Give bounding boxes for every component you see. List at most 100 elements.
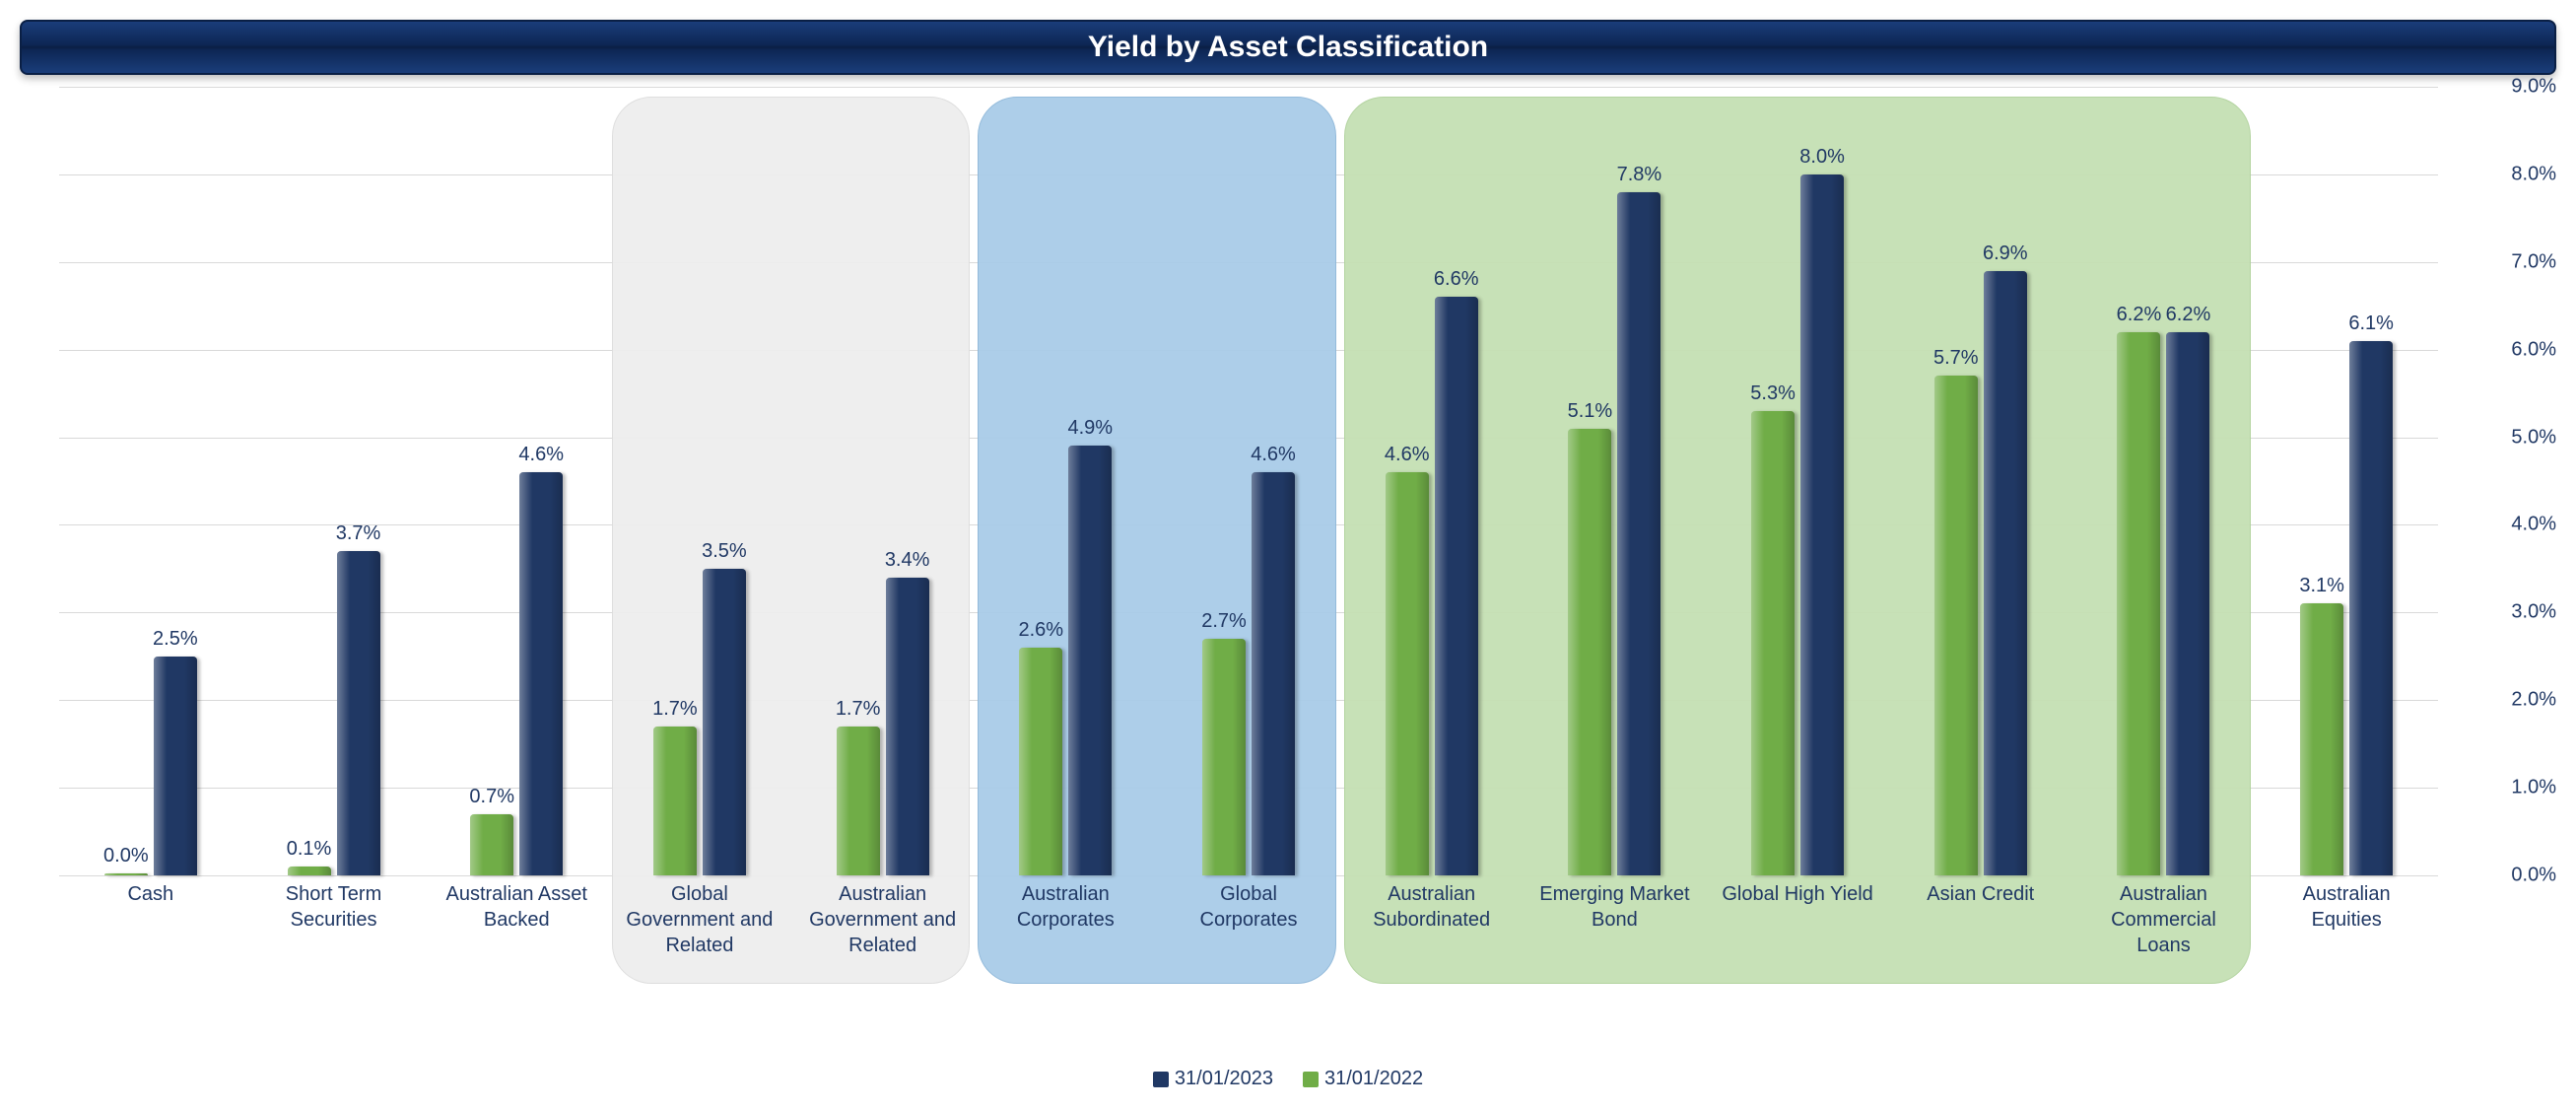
- bar-value-label: 4.6%: [1251, 444, 1296, 466]
- bar-value-label: 5.3%: [1750, 382, 1796, 405]
- bar-value-label: 5.1%: [1568, 400, 1613, 423]
- x-tick-label: AustralianEquities: [2255, 881, 2438, 933]
- bar-value-label: 1.7%: [652, 698, 698, 721]
- bar-group: 1.7%3.5%: [653, 569, 746, 875]
- bar-value-label: 0.7%: [469, 786, 514, 808]
- legend: 31/01/2023 31/01/2022: [20, 1068, 2556, 1090]
- bar-value-label: 6.2%: [2117, 304, 2162, 326]
- bar: 4.6%: [1386, 472, 1429, 875]
- bar-value-label: 3.5%: [702, 540, 747, 563]
- bar: 3.1%: [2300, 603, 2343, 875]
- bar: 7.8%: [1617, 192, 1661, 875]
- x-tick-label: Australian AssetBacked: [425, 881, 608, 933]
- bar: 0.7%: [470, 814, 513, 875]
- bar-value-label: 1.7%: [836, 698, 881, 721]
- bar: 4.6%: [519, 472, 563, 875]
- bar: 1.7%: [837, 727, 880, 875]
- legend-label: 31/01/2023: [1175, 1068, 1273, 1090]
- legend-swatch: [1153, 1072, 1169, 1087]
- x-tick-label: AustralianCorporates: [974, 881, 1157, 933]
- bar-value-label: 6.6%: [1434, 268, 1479, 291]
- bar-group: 3.1%6.1%: [2300, 341, 2393, 875]
- legend-item: 31/01/2022: [1303, 1068, 1423, 1090]
- y-tick-label: 5.0%: [2501, 426, 2556, 449]
- y-tick-label: 7.0%: [2501, 250, 2556, 273]
- bar-value-label: 4.9%: [1068, 417, 1114, 440]
- bar: 8.0%: [1800, 174, 1844, 875]
- y-tick-label: 0.0%: [2501, 865, 2556, 887]
- bar-value-label: 5.7%: [1933, 347, 1979, 370]
- legend-swatch: [1303, 1072, 1319, 1087]
- bar-group: 0.0%2.5%: [104, 657, 197, 875]
- bar-group: 0.1%3.7%: [288, 551, 380, 875]
- bar-group: 1.7%3.4%: [837, 578, 929, 875]
- bar-value-label: 4.6%: [1385, 444, 1430, 466]
- bar-value-label: 3.7%: [336, 522, 381, 545]
- chart-title-bar: Yield by Asset Classification: [20, 20, 2556, 75]
- x-tick-label: Asian Credit: [1889, 881, 2072, 907]
- y-axis: 0.0%1.0%2.0%3.0%4.0%5.0%6.0%7.0%8.0%9.0%: [2448, 87, 2556, 875]
- y-tick-label: 9.0%: [2501, 76, 2556, 99]
- bar: 3.4%: [886, 578, 929, 875]
- x-tick-label: Short TermSecurities: [242, 881, 426, 933]
- bar-group: 6.2%6.2%: [2117, 332, 2209, 875]
- y-tick-label: 1.0%: [2501, 777, 2556, 799]
- bar: 5.1%: [1568, 429, 1611, 875]
- bar-value-label: 2.5%: [153, 628, 198, 651]
- x-tick-label: AustralianSubordinated: [1340, 881, 1524, 933]
- plot-region: 0.0%2.5%Cash0.1%3.7%Short TermSecurities…: [20, 87, 2556, 994]
- bar-value-label: 2.7%: [1201, 610, 1247, 633]
- y-tick-label: 2.0%: [2501, 689, 2556, 712]
- x-tick-label: Global High Yield: [1706, 881, 1889, 907]
- bar-value-label: 8.0%: [1799, 146, 1845, 169]
- bar-group: 2.7%4.6%: [1202, 472, 1295, 875]
- bar: 6.9%: [1984, 271, 2027, 875]
- bar: 5.7%: [1934, 376, 1978, 875]
- bar: 6.6%: [1435, 297, 1478, 875]
- bar: 5.3%: [1751, 411, 1795, 875]
- chart-title: Yield by Asset Classification: [1088, 31, 1488, 64]
- bar: 2.5%: [154, 657, 197, 875]
- bar-value-label: 0.0%: [103, 845, 149, 867]
- yield-chart: Yield by Asset Classification 0.0%2.5%Ca…: [20, 20, 2556, 1090]
- plot-area: 0.0%2.5%Cash0.1%3.7%Short TermSecurities…: [59, 87, 2438, 875]
- bar: 6.1%: [2349, 341, 2393, 875]
- x-tick-label: GlobalCorporates: [1157, 881, 1340, 933]
- bar: 0.0%: [104, 873, 148, 875]
- y-tick-label: 8.0%: [2501, 163, 2556, 185]
- x-tick-label: GlobalGovernment andRelated: [608, 881, 791, 958]
- bar: 4.6%: [1252, 472, 1295, 875]
- bar: 4.9%: [1068, 446, 1112, 875]
- x-tick-label: Cash: [59, 881, 242, 907]
- x-tick-label: Emerging MarketBond: [1524, 881, 1707, 933]
- x-tick-label: AustralianGovernment andRelated: [791, 881, 975, 958]
- bar-value-label: 3.1%: [2299, 575, 2344, 597]
- bar-value-label: 6.1%: [2348, 312, 2394, 335]
- y-tick-label: 4.0%: [2501, 514, 2556, 536]
- y-tick-label: 3.0%: [2501, 601, 2556, 624]
- bar: 0.1%: [288, 867, 331, 875]
- gridline: [59, 87, 2438, 88]
- bar-group: 2.6%4.9%: [1019, 446, 1112, 875]
- bar-value-label: 7.8%: [1617, 164, 1662, 186]
- bar-group: 5.1%7.8%: [1568, 192, 1661, 875]
- bar-value-label: 6.9%: [1983, 243, 2028, 265]
- bar: 6.2%: [2166, 332, 2209, 875]
- bar-value-label: 0.1%: [287, 838, 332, 861]
- bar-group: 5.7%6.9%: [1934, 271, 2027, 875]
- x-tick-label: AustralianCommercialLoans: [2072, 881, 2256, 958]
- bar-value-label: 3.4%: [885, 549, 930, 572]
- bar-value-label: 2.6%: [1019, 619, 1064, 642]
- y-tick-label: 6.0%: [2501, 338, 2556, 361]
- bar-group: 0.7%4.6%: [470, 472, 563, 875]
- bar: 3.5%: [703, 569, 746, 875]
- legend-item: 31/01/2023: [1153, 1068, 1273, 1090]
- bar: 2.7%: [1202, 639, 1246, 875]
- bar: 6.2%: [2117, 332, 2160, 875]
- bar-group: 4.6%6.6%: [1386, 297, 1478, 875]
- bar: 2.6%: [1019, 648, 1062, 875]
- legend-label: 31/01/2022: [1324, 1068, 1423, 1090]
- bar: 3.7%: [337, 551, 380, 875]
- bar-value-label: 6.2%: [2166, 304, 2211, 326]
- bar: 1.7%: [653, 727, 697, 875]
